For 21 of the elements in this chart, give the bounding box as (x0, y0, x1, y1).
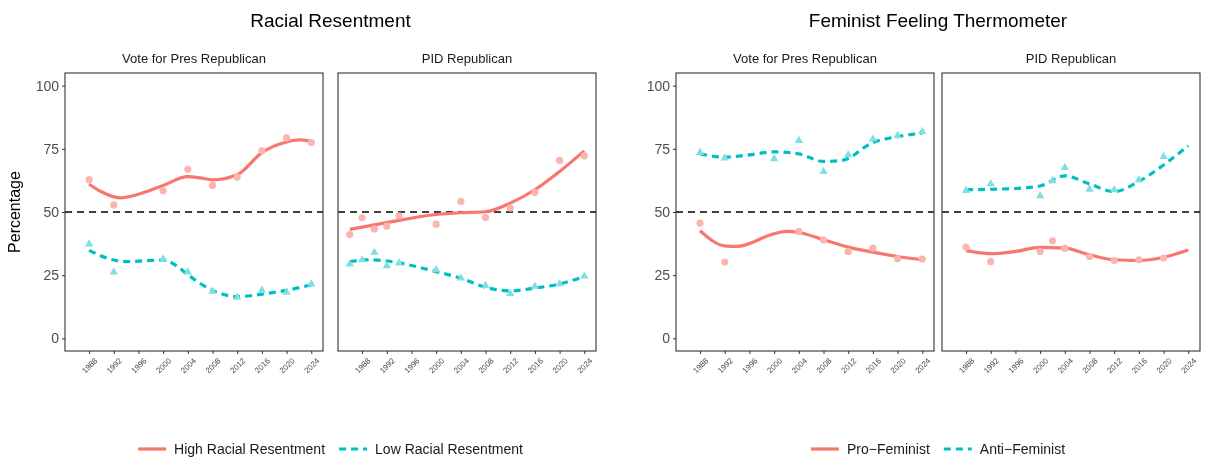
legend-label: Pro−Feminist (846, 441, 930, 457)
chart-subtitle: Vote for Pres Republican (122, 51, 266, 66)
chart-title: Racial Resentment (250, 10, 412, 31)
y-tick-label: 0 (51, 330, 60, 347)
y-tick-label: 75 (43, 140, 60, 157)
y-tick-label: 25 (654, 267, 671, 284)
legend-label: Anti−Feminist (979, 441, 1066, 457)
y-tick-label: 100 (35, 77, 60, 94)
y-tick-label: 50 (43, 203, 60, 220)
y-tick-label: 0 (662, 330, 671, 347)
y-tick-label: 50 (654, 203, 671, 220)
y-axis-title: Percentage (6, 170, 23, 253)
y-tick-label: 25 (43, 267, 60, 284)
chart-subtitle: PID Republican (421, 51, 513, 66)
legend-label: High Racial Resentment (174, 441, 326, 457)
chart-subtitle: PID Republican (1025, 51, 1117, 66)
y-tick-label: 75 (654, 140, 671, 157)
y-tick-label: 100 (646, 77, 671, 94)
chart-subtitle: Vote for Pres Republican (733, 51, 877, 66)
legend-label: Low Racial Resentment (375, 441, 524, 457)
chart-title: Feminist Feeling Thermometer (808, 10, 1068, 31)
